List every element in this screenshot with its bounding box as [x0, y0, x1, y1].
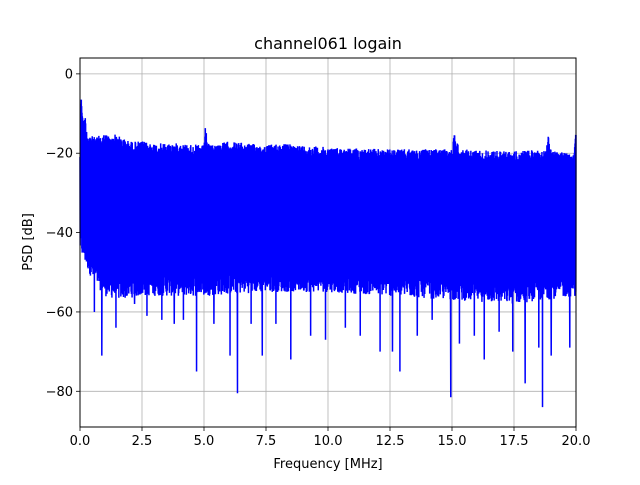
- y-axis-label: PSD [dB]: [21, 213, 36, 271]
- chart-title: channel061 logain: [254, 34, 402, 53]
- series-layer: [79, 99, 577, 408]
- x-tick-label: 7.5: [256, 434, 277, 449]
- y-tick-label: −60: [46, 305, 73, 320]
- y-tick-label: −20: [46, 147, 73, 162]
- y-tick-label: −40: [46, 226, 73, 241]
- y-axis-ticks: 0 −20 −40 −60 −80: [46, 67, 80, 400]
- x-tick-label: 5.0: [194, 434, 215, 449]
- x-axis-ticks: 0.0 2.5 5.0 7.5 10.0 12.5 15.0 17.5 20.0: [70, 427, 591, 449]
- x-tick-label: 10.0: [314, 434, 343, 449]
- x-axis-label: Frequency [MHz]: [273, 457, 382, 472]
- x-tick-label: 20.0: [562, 434, 591, 449]
- psd-series-line: [79, 99, 577, 408]
- x-tick-label: 15.0: [438, 434, 467, 449]
- x-tick-label: 0.0: [70, 434, 91, 449]
- x-tick-label: 17.5: [500, 434, 529, 449]
- x-tick-label: 2.5: [132, 434, 153, 449]
- y-tick-label: 0: [65, 67, 73, 82]
- y-tick-label: −80: [46, 385, 73, 400]
- x-tick-label: 12.5: [376, 434, 405, 449]
